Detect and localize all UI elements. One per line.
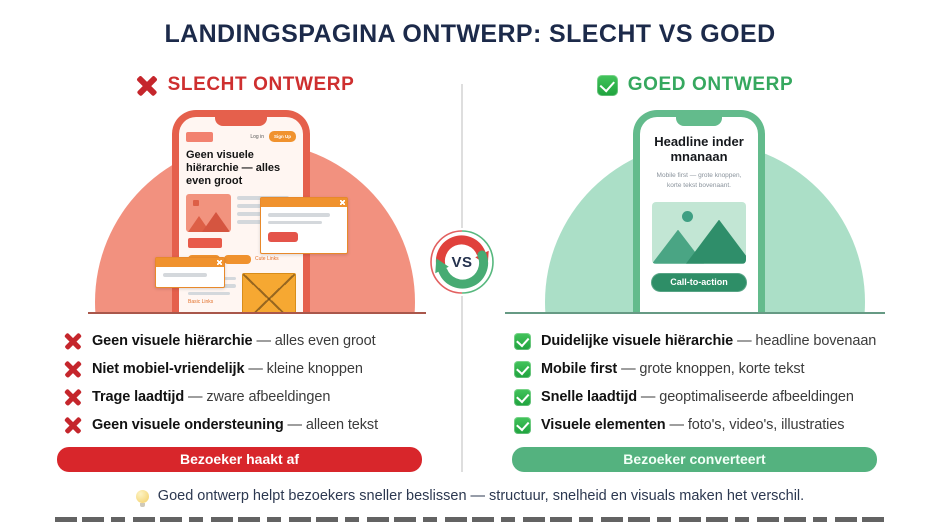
check-icon bbox=[514, 332, 531, 350]
list-item: Snelle laadtijd — geoptimaliseerde afbee… bbox=[514, 383, 904, 411]
close-icon bbox=[340, 200, 345, 205]
cycle-arrows-icon bbox=[430, 230, 494, 294]
mockup-navbar: Log in Sign Up bbox=[186, 131, 296, 142]
image-placeholder bbox=[186, 193, 231, 232]
vs-label: VS bbox=[451, 253, 473, 271]
good-design-header-label: GOED ONTWERP bbox=[627, 74, 794, 95]
cropped-text-artifact bbox=[55, 517, 885, 522]
good-phone-illustration: Headline inder mnanaan Mobile first — gr… bbox=[505, 100, 885, 314]
list-item: Niet mobiel-vriendelijk — kleine knoppen bbox=[64, 355, 454, 383]
mockup-red-button bbox=[188, 237, 222, 248]
cross-icon bbox=[64, 360, 82, 378]
good-outcome-badge: Bezoeker converteert bbox=[512, 447, 877, 472]
mockup-logo bbox=[186, 131, 213, 142]
good-design-header: GOED ONTWERP bbox=[505, 74, 885, 96]
check-icon bbox=[596, 74, 618, 96]
check-icon bbox=[514, 416, 531, 434]
mockup-signup-button: Sign Up bbox=[269, 131, 296, 142]
mockup-cta-button: Call-to-action bbox=[651, 272, 747, 292]
mockup-link-text: Basic Links bbox=[188, 299, 214, 306]
cross-icon bbox=[64, 332, 82, 350]
bad-design-list: Geen visuele hiërarchie — alles even gro… bbox=[64, 327, 454, 439]
bad-design-header: SLECHT ONTWERP bbox=[55, 74, 435, 97]
phone-notch bbox=[215, 117, 267, 126]
phone-notch bbox=[676, 117, 722, 126]
mockup-headline: Geen visuele hiërarchie — alles even gro… bbox=[186, 149, 281, 187]
cross-icon bbox=[64, 416, 82, 434]
list-item: Trage laadtijd — zware afbeeldingen bbox=[64, 383, 454, 411]
mountain-shape bbox=[686, 219, 746, 264]
check-icon bbox=[514, 388, 531, 406]
illustration-baseline bbox=[88, 312, 426, 314]
mockup-login-link: Log in bbox=[250, 133, 264, 140]
list-item: Geen visuele ondersteuning — alleen teks… bbox=[64, 411, 454, 439]
list-item: Mobile first — grote knoppen, korte teks… bbox=[514, 355, 904, 383]
image-placeholder bbox=[652, 201, 746, 264]
good-design-list: Duidelijke visuele hiërarchie — headline… bbox=[514, 327, 904, 439]
mockup-headline: Headline inder mnanaan bbox=[654, 134, 744, 164]
popup-red-button bbox=[268, 232, 298, 242]
popup-window bbox=[155, 257, 225, 288]
list-item: Duidelijke visuele hiërarchie — headline… bbox=[514, 327, 904, 355]
page-title: LANDINGSPAGINA ONTWERP: SLECHT VS GOED bbox=[164, 20, 776, 48]
bad-phone-illustration: Log in Sign Up Geen visuele hiërarchie —… bbox=[55, 100, 435, 314]
check-icon bbox=[514, 360, 531, 378]
popup-window bbox=[260, 197, 348, 254]
close-icon bbox=[217, 260, 222, 265]
list-item: Visuele elementen — foto's, video's, ill… bbox=[514, 411, 904, 439]
mockup-subtext: Mobile first — grote knoppen, korte teks… bbox=[656, 171, 742, 190]
list-item: Geen visuele hiërarchie — alles even gro… bbox=[64, 327, 454, 355]
broken-image-icon bbox=[242, 272, 296, 314]
popup-title-bar bbox=[261, 198, 347, 207]
sun-icon bbox=[682, 210, 693, 222]
mockup-link-text: Cute Links bbox=[255, 256, 279, 263]
bad-design-header-label: SLECHT ONTWERP bbox=[167, 74, 355, 95]
illustration-baseline bbox=[505, 312, 885, 314]
bad-outcome-badge: Bezoeker haakt af bbox=[57, 447, 422, 472]
mockup-small-button bbox=[224, 254, 251, 264]
vs-badge: VS bbox=[428, 228, 496, 296]
popup-title-bar bbox=[156, 258, 224, 267]
lightbulb-icon bbox=[135, 489, 149, 507]
cross-icon bbox=[64, 388, 82, 406]
footnote: Goed ontwerp helpt bezoekers sneller bes… bbox=[0, 488, 940, 507]
cross-icon bbox=[136, 74, 158, 97]
footnote-text: Goed ontwerp helpt bezoekers sneller bes… bbox=[157, 488, 805, 504]
good-phone-mockup: Headline inder mnanaan Mobile first — gr… bbox=[633, 110, 765, 314]
